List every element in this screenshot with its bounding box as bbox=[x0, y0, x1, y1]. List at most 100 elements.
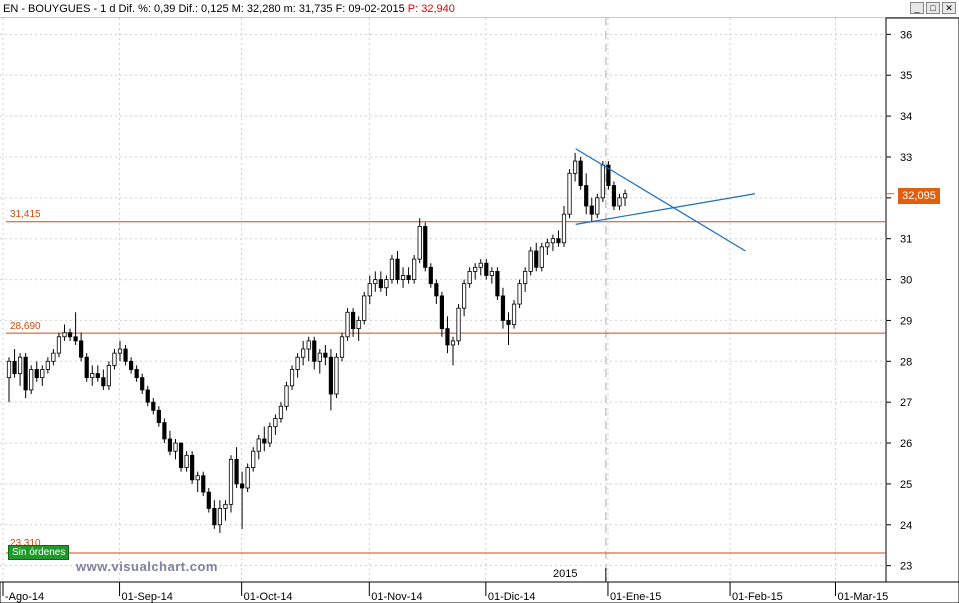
candle-body bbox=[461, 283, 467, 309]
candle-body bbox=[95, 373, 100, 379]
candle-body bbox=[495, 270, 500, 297]
x-axis-panel bbox=[0, 581, 959, 603]
candle-body bbox=[234, 458, 239, 485]
candle-body bbox=[595, 197, 600, 215]
x-tick-label: 01-Mar-15 bbox=[838, 591, 889, 603]
candle-body bbox=[384, 279, 389, 289]
year-label: 2015 bbox=[553, 568, 578, 580]
candle-body bbox=[289, 369, 295, 387]
candle-body bbox=[312, 340, 317, 362]
candle-body bbox=[79, 340, 84, 358]
y-tick-label: 35 bbox=[900, 70, 912, 82]
candle-body bbox=[217, 508, 222, 526]
candle-body bbox=[556, 238, 561, 244]
candle-body bbox=[173, 442, 178, 452]
candle-body bbox=[273, 418, 278, 428]
close-button[interactable]: ✕ bbox=[942, 2, 956, 14]
candle-body bbox=[362, 295, 367, 321]
candle-body bbox=[600, 164, 605, 199]
maximize-button[interactable]: □ bbox=[926, 2, 940, 14]
candle-body bbox=[373, 279, 378, 285]
candle-body bbox=[29, 369, 34, 391]
y-tick-label: 31 bbox=[900, 234, 912, 246]
watermark: www.visualchart.com bbox=[76, 559, 218, 574]
y-tick-label: 27 bbox=[900, 397, 912, 409]
x-tick-label: 01-Oct-14 bbox=[244, 591, 293, 603]
y-tick-label: 30 bbox=[900, 275, 912, 287]
candle-body bbox=[223, 503, 228, 509]
candle-body bbox=[539, 246, 544, 268]
x-tick-label: 01-Sep-14 bbox=[122, 591, 173, 603]
candle-body bbox=[12, 360, 17, 374]
y-tick-label: 25 bbox=[900, 479, 912, 491]
candle-body bbox=[467, 270, 472, 285]
candle-body bbox=[573, 160, 578, 174]
candle-body bbox=[228, 458, 234, 505]
candle-body bbox=[506, 320, 511, 325]
candle-body bbox=[417, 226, 422, 260]
candle-body bbox=[445, 328, 450, 346]
x-tick-label: 01-Dic-14 bbox=[488, 591, 536, 603]
x-tick-label: 01-Nov-14 bbox=[371, 591, 422, 603]
candle-body bbox=[178, 442, 184, 468]
candle-body bbox=[423, 226, 428, 268]
candle-body bbox=[73, 336, 78, 342]
candle-body bbox=[323, 352, 328, 358]
candle-body bbox=[306, 340, 311, 350]
candle-body bbox=[617, 197, 622, 207]
candle-body bbox=[123, 348, 128, 362]
candle-body bbox=[511, 303, 517, 325]
candle-body bbox=[473, 266, 478, 272]
minimize-button[interactable]: _ bbox=[910, 2, 924, 14]
candle-body bbox=[101, 377, 106, 387]
candle-body bbox=[56, 336, 62, 354]
candle-body bbox=[450, 340, 456, 346]
candle-body bbox=[334, 356, 339, 395]
x-tick-label: 01-Ene-15 bbox=[610, 591, 661, 603]
candle-body bbox=[528, 250, 533, 272]
candle-body bbox=[550, 238, 556, 244]
candle-body bbox=[90, 373, 95, 379]
candle-body bbox=[500, 295, 506, 321]
trendline-2 bbox=[575, 193, 756, 225]
candle-body bbox=[67, 332, 73, 338]
candle-body bbox=[23, 356, 28, 391]
candle-body bbox=[484, 262, 489, 276]
candle-body bbox=[284, 385, 289, 407]
candle-body bbox=[117, 348, 123, 354]
candle-body bbox=[278, 405, 284, 419]
candle-body bbox=[317, 352, 322, 362]
candle-body bbox=[256, 438, 261, 452]
orders-badge[interactable]: Sin órdenes bbox=[8, 545, 70, 560]
y-tick-label: 34 bbox=[900, 111, 912, 123]
chart-title: EN - BOUYGUES - 1 d Dif. %: 0,39 Dif.: 0… bbox=[3, 3, 455, 15]
candle-body bbox=[339, 336, 345, 358]
candle-body bbox=[112, 352, 117, 366]
level-label-1: 31,415 bbox=[10, 209, 41, 220]
candle-body bbox=[434, 283, 439, 297]
title-bar: EN - BOUYGUES - 1 d Dif. %: 0,39 Dif.: 0… bbox=[0, 0, 959, 18]
y-tick-label: 23 bbox=[900, 561, 912, 573]
candle-body bbox=[389, 258, 395, 280]
candle-body bbox=[428, 266, 433, 285]
title-price: P: 32,940 bbox=[407, 3, 455, 15]
candle-body bbox=[356, 320, 361, 330]
candle-body bbox=[51, 352, 56, 362]
candle-body bbox=[545, 242, 550, 248]
y-tick-label: 28 bbox=[900, 356, 912, 368]
candle-body bbox=[245, 467, 250, 489]
candle-body bbox=[439, 295, 445, 330]
candle-body bbox=[40, 369, 45, 379]
candle-body bbox=[145, 389, 150, 403]
candle-body bbox=[456, 307, 461, 342]
candle-body bbox=[412, 258, 417, 280]
candle-body bbox=[395, 258, 400, 280]
candle-body bbox=[45, 360, 50, 370]
candle-body bbox=[84, 356, 89, 379]
candle-body bbox=[206, 491, 211, 509]
candle-body bbox=[406, 275, 411, 280]
candle-body bbox=[611, 185, 617, 207]
candle-body bbox=[162, 422, 167, 440]
candle-body bbox=[151, 401, 156, 411]
